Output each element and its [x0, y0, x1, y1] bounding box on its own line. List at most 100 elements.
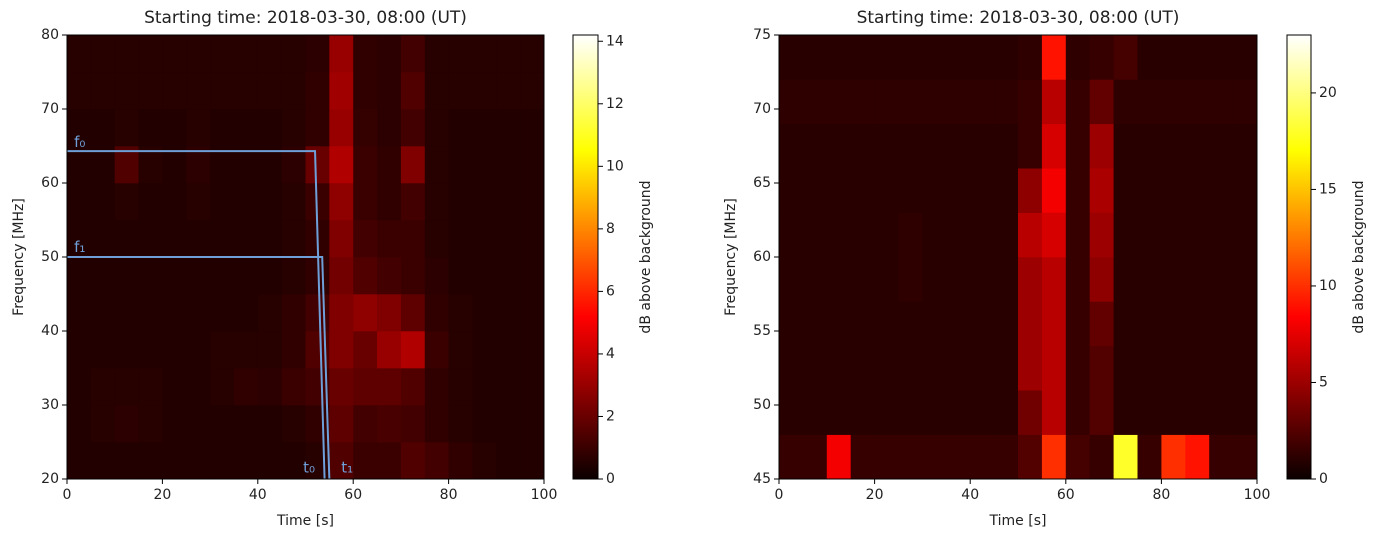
heat-cell — [496, 109, 521, 147]
heat-cell — [448, 294, 473, 332]
heat-cell — [496, 35, 521, 73]
heat-cell — [970, 79, 995, 125]
heat-cell — [1137, 212, 1162, 258]
heat-cell — [1113, 123, 1138, 169]
heat-cell — [90, 109, 115, 147]
heat-cell — [377, 294, 402, 332]
y-tick-label: 60 — [753, 249, 771, 265]
heat-cell — [90, 35, 115, 73]
heat-cell — [305, 442, 330, 480]
heat-cell — [1137, 123, 1162, 169]
heat-cell — [1065, 168, 1090, 213]
heat-cell — [1161, 301, 1186, 347]
heat-cell — [1065, 212, 1090, 258]
x-tick-label: 60 — [1057, 487, 1075, 503]
heat-cell — [1089, 79, 1114, 125]
heat-cell — [1089, 301, 1114, 347]
y-tick-label: 80 — [41, 27, 59, 43]
heat-cell — [1041, 257, 1067, 302]
colorbar-tick-label: 0 — [1319, 471, 1328, 487]
heat-cell — [210, 257, 235, 295]
heat-cell — [826, 79, 851, 125]
heat-cell — [898, 434, 923, 480]
heat-cell — [472, 294, 497, 332]
y-tick-label: 55 — [753, 323, 771, 339]
heat-cell — [424, 35, 449, 73]
heat-cell — [353, 35, 378, 73]
heat-cell — [850, 301, 875, 347]
colorbar — [1286, 34, 1312, 480]
heat-cell — [114, 442, 139, 480]
heat-cell — [898, 390, 923, 435]
heat-cell — [400, 183, 426, 221]
heat-cell — [946, 434, 971, 480]
heat-cell — [114, 220, 139, 258]
colorbar — [572, 34, 599, 480]
heat-cell — [448, 405, 473, 443]
heat-cell — [946, 301, 971, 347]
heat-cell — [67, 257, 92, 295]
heat-cell — [946, 345, 971, 391]
heat-cell — [162, 146, 187, 184]
heat-cell — [186, 331, 211, 369]
heat-cell — [424, 294, 449, 332]
heat-cell — [448, 331, 473, 369]
heat-cell — [162, 220, 187, 258]
boundary-line — [67, 150, 326, 480]
heat-cell — [353, 146, 378, 184]
heat-cell — [186, 257, 211, 295]
heat-cell — [1018, 390, 1043, 435]
heat-cell — [1089, 168, 1114, 213]
annotation: f₀ — [74, 133, 85, 151]
x-tick-label: 40 — [249, 487, 267, 503]
heat-cell — [186, 368, 211, 406]
heat-cell — [1185, 301, 1210, 347]
heat-cell — [826, 35, 851, 80]
heat-cell — [1018, 123, 1043, 169]
heat-cell — [1113, 212, 1138, 258]
heat-cell — [1041, 434, 1067, 480]
heat-cell — [496, 257, 521, 295]
heat-cell — [1233, 35, 1258, 80]
x-axis-label: Time [s] — [989, 513, 1047, 529]
heat-cell — [1089, 35, 1114, 80]
heat-cell — [1137, 168, 1162, 213]
x-tick-label: 20 — [866, 487, 884, 503]
heat-cell — [826, 257, 851, 302]
heat-cell — [946, 212, 971, 258]
heat-cell — [520, 220, 545, 258]
heat-cell — [970, 301, 995, 347]
heat-cell — [802, 168, 828, 213]
heat-cell — [281, 183, 306, 221]
heat-cell — [353, 331, 378, 369]
heat-cell — [90, 405, 115, 443]
heat-cell — [802, 390, 828, 435]
heat-cell — [353, 220, 378, 258]
heat-cell — [90, 72, 115, 110]
heat-cell — [779, 301, 804, 347]
heat-cell — [496, 368, 521, 406]
y-tick-label: 20 — [41, 471, 59, 487]
heat-cell — [186, 146, 211, 184]
heat-cell — [305, 294, 330, 332]
heat-cell — [424, 183, 449, 221]
heat-cell — [233, 146, 259, 184]
heat-cell — [970, 390, 995, 435]
heat-cell — [1233, 301, 1258, 347]
heat-cell — [377, 220, 402, 258]
heat-cell — [377, 368, 402, 406]
heat-cell — [1018, 257, 1043, 302]
heat-cell — [922, 212, 947, 258]
heat-cell — [850, 345, 875, 391]
heat-cell — [874, 390, 899, 435]
heat-cell — [377, 331, 402, 369]
heat-cell — [1065, 301, 1090, 347]
heat-cell — [802, 79, 828, 125]
heat-cell — [850, 79, 875, 125]
heat-cell — [1137, 301, 1162, 347]
heat-cell — [448, 257, 473, 295]
heat-cell — [377, 35, 402, 73]
heat-cell — [874, 79, 899, 125]
heat-cell — [210, 442, 235, 480]
heat-cell — [329, 257, 354, 295]
